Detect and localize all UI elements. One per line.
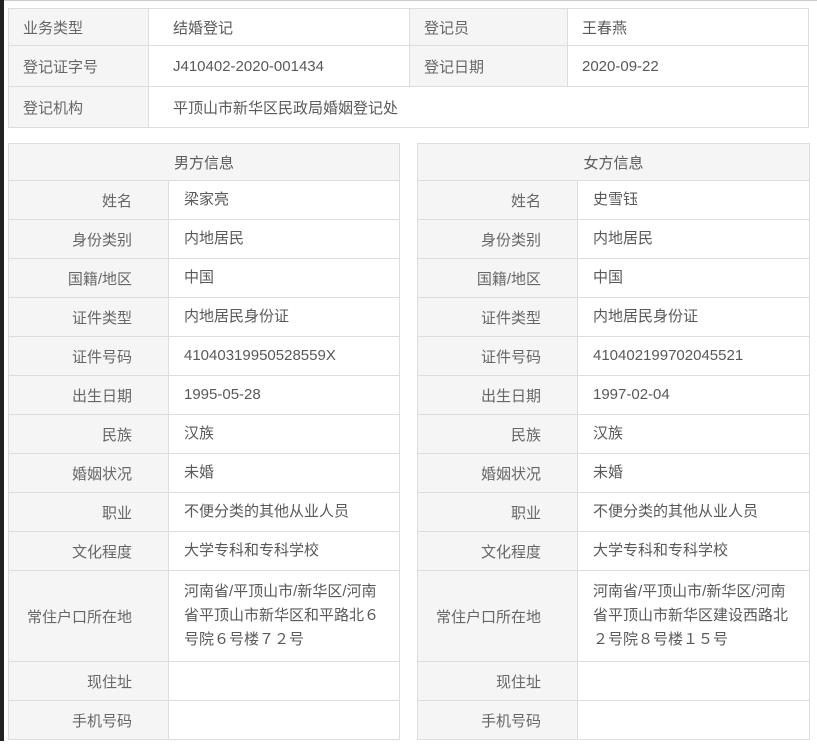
field-value <box>578 701 809 739</box>
field-label: 出生日期 <box>418 376 578 414</box>
table-row: 姓名 梁家亮 <box>9 181 399 220</box>
summary-value: 结婚登记 <box>149 9 410 46</box>
field-label: 婚姻状况 <box>418 454 578 492</box>
table-row: 现住址 <box>9 662 399 701</box>
table-row: 常住户口所在地 河南省/平顶山市/新华区/河南省平顶山市新华区建设西路北２号院８… <box>418 571 809 662</box>
table-row: 民族 汉族 <box>418 415 809 454</box>
summary-value: 王春燕 <box>568 9 808 46</box>
table-row: 职业 不便分类的其他从业人员 <box>9 493 399 532</box>
field-value: 汉族 <box>593 425 624 442</box>
field-value: 史雪钰 <box>593 191 639 208</box>
table-row: 身份类别 内地居民 <box>418 220 809 259</box>
male-info-title: 男方信息 <box>9 144 399 181</box>
summary-label: 业务类型 <box>9 9 149 46</box>
field-label: 证件类型 <box>9 298 169 336</box>
page-left-edge <box>0 0 4 741</box>
table-row: 文化程度 大学专科和专科学校 <box>418 532 809 571</box>
field-value: 内地居民身份证 <box>184 308 290 325</box>
table-row: 职业 不便分类的其他从业人员 <box>418 493 809 532</box>
field-label: 身份类别 <box>418 220 578 258</box>
field-label: 婚姻状况 <box>9 454 169 492</box>
field-value: 未婚 <box>593 464 624 481</box>
table-row: 出生日期 1995-05-28 <box>9 376 399 415</box>
field-label: 出生日期 <box>9 376 169 414</box>
field-value: 不便分类的其他从业人员 <box>593 503 759 520</box>
field-value: 大学专科和专科学校 <box>593 542 729 559</box>
table-row: 国籍/地区 中国 <box>9 259 399 298</box>
field-value <box>578 662 809 700</box>
table-row: 身份类别 内地居民 <box>9 220 399 259</box>
field-value: 中国 <box>184 269 215 286</box>
page-top-divider <box>0 0 817 1</box>
field-label: 证件类型 <box>418 298 578 336</box>
summary-label: 登记员 <box>410 9 568 46</box>
field-value: 中国 <box>593 269 624 286</box>
table-row: 婚姻状况 未婚 <box>9 454 399 493</box>
summary-label: 登记证字号 <box>9 46 149 87</box>
field-label: 国籍/地区 <box>9 259 169 297</box>
registration-summary-table: 业务类型 结婚登记 登记员 王春燕 登记证字号 J410402-2020-001… <box>8 8 809 128</box>
field-value: 410402199702045521 <box>593 347 744 364</box>
field-label: 常住户口所在地 <box>9 571 169 661</box>
table-row: 证件类型 内地居民身份证 <box>9 298 399 337</box>
field-label: 证件号码 <box>9 337 169 375</box>
field-value: 1995-05-28 <box>184 386 261 403</box>
summary-label: 登记日期 <box>410 46 568 87</box>
field-value <box>169 701 399 739</box>
field-value: 内地居民 <box>593 230 654 247</box>
field-value: 不便分类的其他从业人员 <box>184 503 350 520</box>
field-label: 现住址 <box>9 662 169 700</box>
field-value: 大学专科和专科学校 <box>184 542 320 559</box>
table-row: 出生日期 1997-02-04 <box>418 376 809 415</box>
field-label: 常住户口所在地 <box>418 571 578 661</box>
table-row: 现住址 <box>418 662 809 701</box>
summary-value: 2020-09-22 <box>568 46 808 87</box>
field-value <box>169 662 399 700</box>
summary-value: J410402-2020-001434 <box>149 46 410 87</box>
table-row: 婚姻状况 未婚 <box>418 454 809 493</box>
field-label: 身份类别 <box>9 220 169 258</box>
table-row: 文化程度 大学专科和专科学校 <box>9 532 399 571</box>
table-row: 民族 汉族 <box>9 415 399 454</box>
field-label: 手机号码 <box>9 701 169 739</box>
field-label: 手机号码 <box>418 701 578 739</box>
field-value: 未婚 <box>184 464 215 481</box>
table-row: 姓名 史雪钰 <box>418 181 809 220</box>
field-value: 河南省/平顶山市/新华区/河南省平顶山市新华区建设西路北２号院８号楼１５号 <box>593 583 789 648</box>
table-row: 常住户口所在地 河南省/平顶山市/新华区/河南省平顶山市新华区和平路北６号院６号… <box>9 571 399 662</box>
field-label: 国籍/地区 <box>418 259 578 297</box>
field-label: 职业 <box>9 493 169 531</box>
female-info-title: 女方信息 <box>418 144 809 181</box>
field-label: 现住址 <box>418 662 578 700</box>
field-value: 内地居民 <box>184 230 245 247</box>
field-label: 职业 <box>418 493 578 531</box>
table-row: 手机号码 <box>418 701 809 739</box>
field-label: 姓名 <box>418 181 578 219</box>
summary-value: 平顶山市新华区民政局婚姻登记处 <box>173 99 399 117</box>
table-row: 国籍/地区 中国 <box>418 259 809 298</box>
table-row: 证件号码 41040319950528559X <box>9 337 399 376</box>
female-info-table: 女方信息 姓名 史雪钰 身份类别 内地居民 国籍/地区 中国 证件类型 内地居民… <box>417 143 810 740</box>
field-label: 民族 <box>9 415 169 453</box>
field-value: 41040319950528559X <box>184 347 336 364</box>
table-row: 证件号码 410402199702045521 <box>418 337 809 376</box>
table-row: 证件类型 内地居民身份证 <box>418 298 809 337</box>
field-label: 文化程度 <box>418 532 578 570</box>
field-value: 河南省/平顶山市/新华区/河南省平顶山市新华区和平路北６号院６号楼７２号 <box>184 583 380 648</box>
field-value: 1997-02-04 <box>593 386 670 403</box>
field-value: 梁家亮 <box>184 191 230 208</box>
field-label: 证件号码 <box>418 337 578 375</box>
field-value: 汉族 <box>184 425 215 442</box>
table-row: 手机号码 <box>9 701 399 739</box>
field-label: 文化程度 <box>9 532 169 570</box>
field-label: 民族 <box>418 415 578 453</box>
summary-label: 登记机构 <box>9 87 149 127</box>
male-info-table: 男方信息 姓名 梁家亮 身份类别 内地居民 国籍/地区 中国 证件类型 内地居民… <box>8 143 400 740</box>
field-label: 姓名 <box>9 181 169 219</box>
field-value: 内地居民身份证 <box>593 308 699 325</box>
